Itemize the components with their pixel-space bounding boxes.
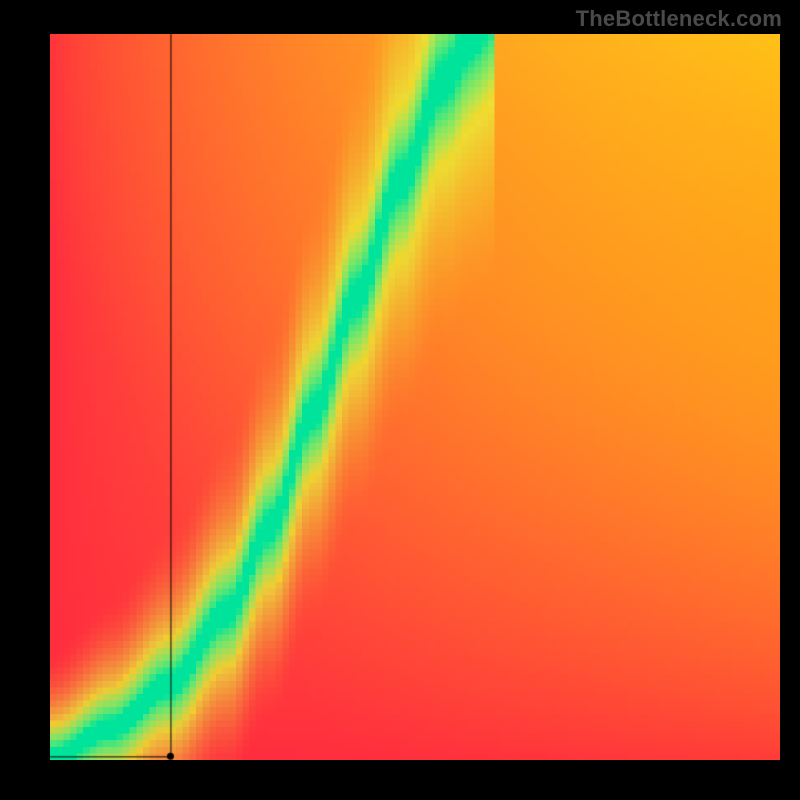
chart-container: TheBottleneck.com: [0, 0, 800, 800]
watermark-text: TheBottleneck.com: [576, 6, 782, 32]
bottleneck-heatmap: [50, 34, 780, 760]
